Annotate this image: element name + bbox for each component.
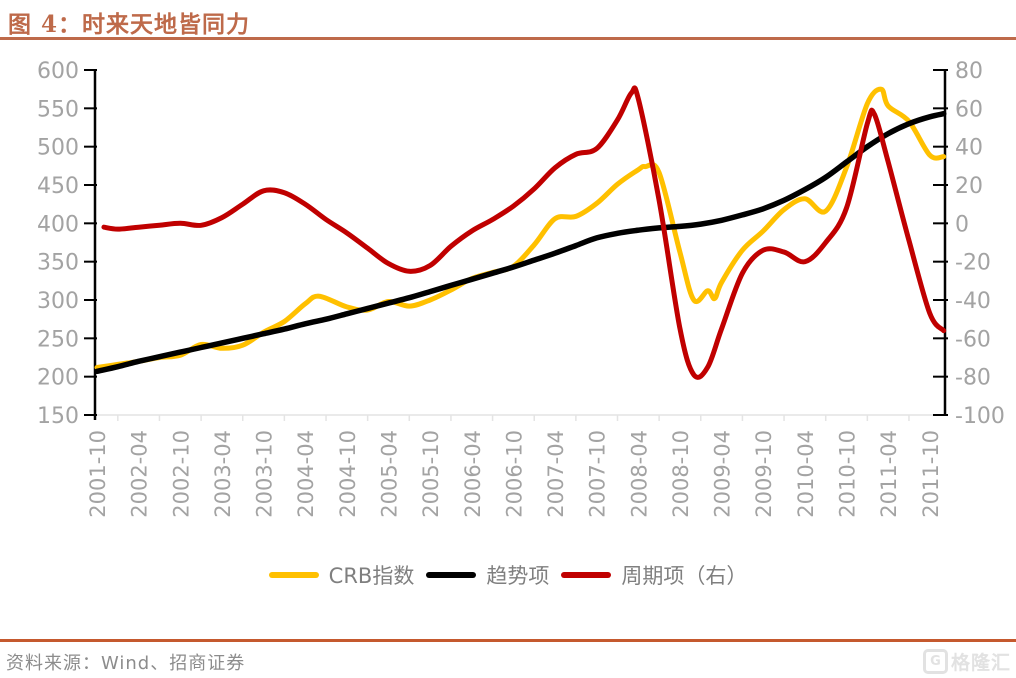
chart-legend: CRB指数 趋势项 周期项（右）: [0, 560, 1016, 590]
gelonghui-logo: G 格隆汇: [922, 648, 1011, 675]
x-tick-label: 2006-04: [461, 430, 485, 518]
left-axis-tick-label: 300: [37, 289, 79, 314]
gelonghui-g-icon: G: [922, 649, 948, 674]
footer-divider: [0, 639, 1016, 642]
right-axis-tick-label: 0: [955, 212, 969, 237]
data-source-note: 资料来源：Wind、招商证券: [6, 653, 246, 674]
x-axis: 2001-10 2002-04 2002-10 2003-04 2003-10 2004-…: [86, 414, 945, 518]
right-axis-tick-label: -60: [955, 327, 991, 352]
line-chart-canvas: 2001-10 2002-04 2002-10 2003-04 2003-10 2004-…: [37, 59, 1005, 518]
crb-line-marker-icon: [268, 572, 319, 578]
right-axis-tick-label: -100: [955, 404, 1005, 429]
x-tick-label: 2005-04: [377, 430, 401, 518]
right-axis-tick-label: -80: [955, 366, 991, 391]
x-tick-label: 2010-04: [794, 430, 818, 518]
x-tick-label: 2008-10: [669, 430, 693, 518]
x-tick-label: 2001-10: [86, 430, 110, 518]
right-axis: 80 60 40 20 0 -20 -40 -60 -80 -100: [933, 59, 1005, 429]
left-axis-tick-label: 250: [37, 327, 79, 352]
x-tick-label: 2007-10: [586, 430, 610, 518]
x-tick-label: 2002-04: [128, 430, 152, 518]
x-tick-label: 2009-10: [752, 430, 776, 518]
series-lines: [94, 85, 947, 380]
gelonghui-logo-text: 格隆汇: [950, 652, 1011, 674]
cycle-line: [101, 85, 947, 380]
left-axis-tick-label: 500: [37, 136, 79, 161]
legend-label-cycle: 周期项（右）: [621, 564, 748, 588]
left-axis-tick-label: 150: [37, 404, 79, 429]
left-axis-tick-label: 400: [37, 212, 79, 237]
legend-label-crb: CRB指数: [328, 564, 415, 588]
legend-item-trend: 趋势项: [426, 560, 549, 590]
x-tick-label: 2006-10: [502, 430, 526, 518]
title-underline: [0, 37, 1016, 40]
x-tick-label: 2010-10: [836, 430, 860, 518]
right-axis-tick-label: 20: [955, 174, 983, 199]
x-tick-label: 2011-10: [919, 430, 943, 518]
right-axis-tick-label: 80: [955, 59, 983, 84]
x-tick-label: 2009-04: [711, 430, 735, 518]
left-axis-tick-label: 600: [37, 59, 79, 84]
x-tick-label: 2004-10: [336, 430, 360, 518]
right-axis-tick-label: -40: [955, 289, 991, 314]
x-tick-label: 2005-10: [419, 430, 443, 518]
right-axis-tick-label: 40: [955, 136, 983, 161]
x-tick-label: 2002-10: [169, 430, 193, 518]
right-axis-tick-label: -20: [955, 251, 991, 276]
left-axis: 600 550 500 450 400 350 300 250 200 150: [37, 59, 97, 429]
x-tick-label: 2003-04: [211, 430, 235, 518]
legend-label-trend: 趋势项: [486, 564, 550, 588]
trend-line: [94, 110, 947, 375]
cycle-line-marker-icon: [561, 572, 612, 578]
figure-title: 图 4：时来天地皆同力: [8, 11, 251, 38]
trend-line-marker-icon: [426, 572, 477, 578]
left-axis-tick-label: 550: [37, 97, 79, 122]
x-tick-label: 2003-10: [253, 430, 277, 518]
left-axis-tick-label: 350: [37, 251, 79, 276]
right-axis-tick-label: 60: [955, 97, 983, 122]
x-tick-label: 2011-04: [877, 430, 901, 518]
left-axis-tick-label: 200: [37, 366, 79, 391]
x-tick-label: 2007-04: [544, 430, 568, 518]
left-axis-tick-label: 450: [37, 174, 79, 199]
crb-index-line: [94, 86, 947, 370]
x-tick-label: 2004-04: [294, 430, 318, 518]
legend-item-cycle: 周期项（右）: [561, 560, 747, 590]
legend-item-crb: CRB指数: [268, 560, 415, 590]
x-tick-label: 2008-04: [627, 430, 651, 518]
